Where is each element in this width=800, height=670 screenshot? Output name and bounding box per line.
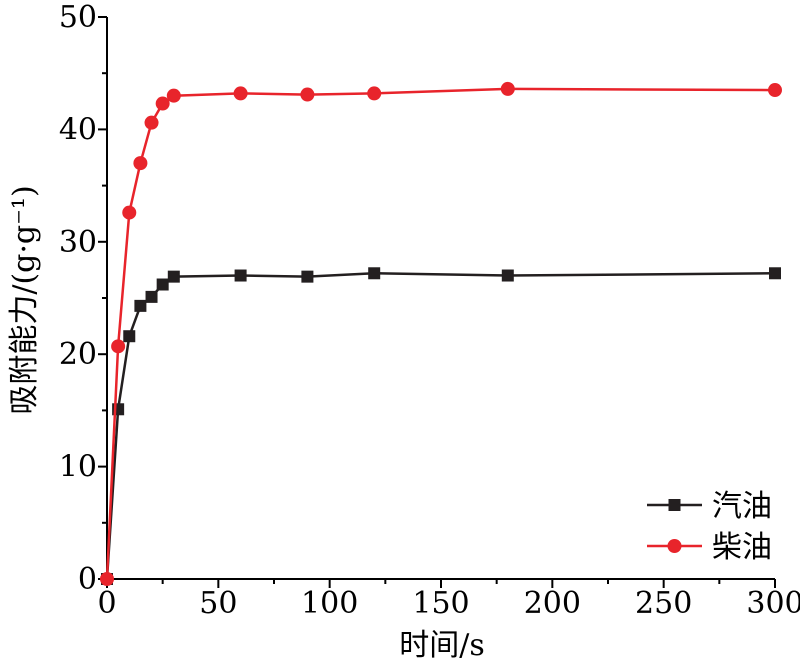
data-point bbox=[133, 156, 148, 171]
data-point bbox=[368, 267, 381, 280]
series-1 bbox=[101, 267, 781, 585]
data-point bbox=[768, 83, 782, 98]
data-point bbox=[123, 330, 136, 343]
data-point bbox=[166, 88, 181, 103]
legend-item: 柴油 bbox=[647, 530, 772, 565]
data-point bbox=[134, 299, 147, 312]
series-line bbox=[105, 272, 776, 580]
data-point bbox=[167, 270, 180, 283]
data-point bbox=[156, 278, 169, 291]
x-tick-label: 300 bbox=[746, 586, 800, 621]
legend-marker bbox=[667, 539, 682, 553]
data-point bbox=[367, 86, 382, 101]
data-point bbox=[234, 269, 247, 282]
data-point bbox=[100, 572, 114, 586]
x-tick-label: 200 bbox=[524, 586, 581, 621]
y-tick-label: 50 bbox=[59, 0, 97, 35]
y-tick-label: 30 bbox=[59, 225, 97, 260]
x-tick-label: 150 bbox=[412, 586, 469, 621]
y-tick-label: 20 bbox=[59, 337, 97, 372]
data-point bbox=[501, 269, 514, 282]
legend-label: 汽油 bbox=[712, 489, 772, 524]
data-point bbox=[301, 270, 314, 283]
legend-marker bbox=[668, 499, 681, 511]
y-axis-title: 吸附能力/(g·g⁻¹) bbox=[7, 185, 42, 414]
data-point bbox=[769, 267, 781, 280]
data-point bbox=[500, 81, 515, 96]
x-axis-title: 时间/s bbox=[399, 628, 485, 663]
x-tick-label: 50 bbox=[199, 586, 237, 621]
y-tick-label: 10 bbox=[59, 450, 97, 485]
y-tick-label: 0 bbox=[78, 562, 97, 597]
data-point bbox=[145, 290, 158, 303]
series-layer bbox=[100, 81, 782, 586]
series-2 bbox=[100, 81, 782, 586]
legend-item: 汽油 bbox=[647, 489, 772, 524]
data-point bbox=[233, 86, 248, 101]
data-point bbox=[155, 96, 170, 111]
x-tick-label: 250 bbox=[635, 586, 692, 621]
y-tick-label: 40 bbox=[59, 112, 97, 147]
data-point bbox=[122, 205, 137, 220]
legend-label: 柴油 bbox=[712, 530, 772, 565]
axes: 0 50 100 150 200 250 300 0 10 20 30 40 50 bbox=[59, 0, 800, 621]
data-point bbox=[300, 87, 315, 102]
data-point bbox=[144, 115, 159, 130]
x-tick-label: 100 bbox=[301, 586, 358, 621]
data-point bbox=[111, 339, 126, 354]
x-tick-label: 0 bbox=[97, 586, 116, 621]
